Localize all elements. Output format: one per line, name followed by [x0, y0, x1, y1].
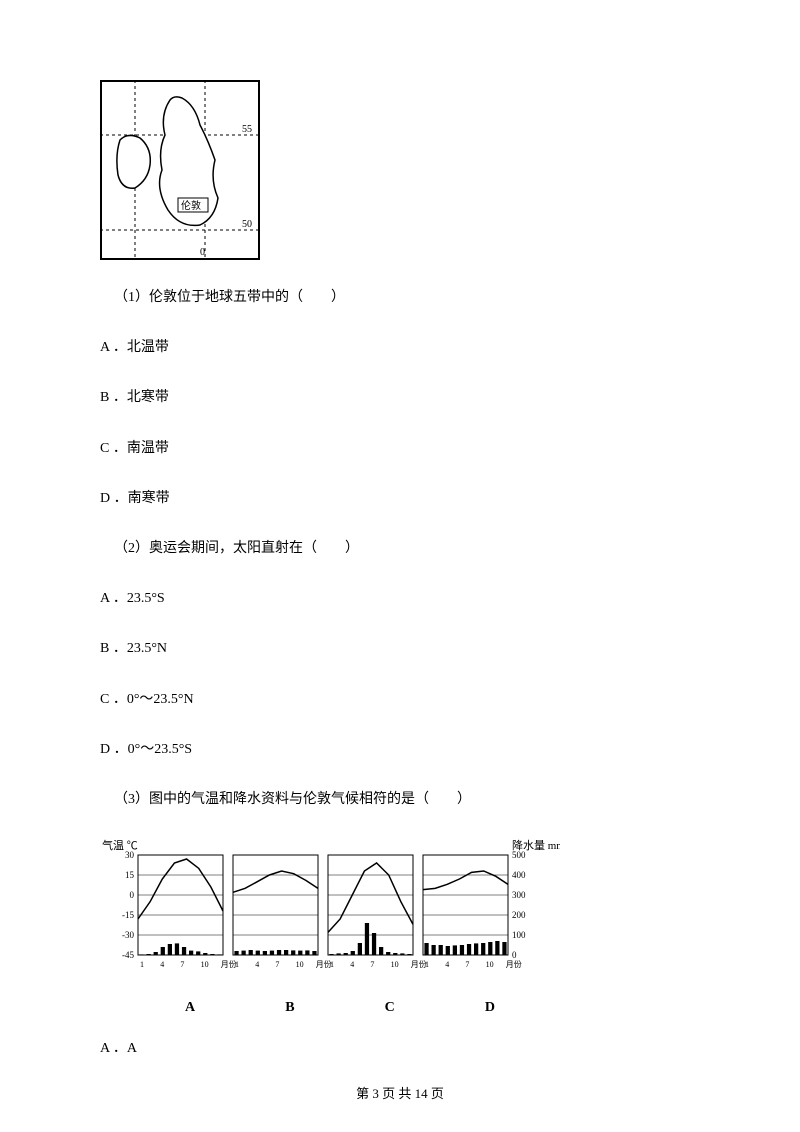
svg-text:7: 7: [275, 960, 279, 969]
svg-text:1: 1: [140, 960, 144, 969]
svg-text:4: 4: [350, 960, 354, 969]
q2-option-c: C ．0°～23.5°N: [100, 687, 700, 712]
svg-text:100: 100: [512, 930, 526, 940]
climate-label-a: A: [185, 1000, 195, 1016]
svg-text:0: 0: [130, 890, 135, 900]
svg-text:200: 200: [512, 910, 526, 920]
climate-chart-figure: 气温 ℃30150-15-30-4514710月份14710月份14710月份1…: [100, 837, 550, 1016]
svg-text:10: 10: [391, 960, 399, 969]
q1-option-c: C ．南温带: [100, 436, 700, 461]
q3-option-a: A ．A: [100, 1036, 700, 1061]
svg-text:10: 10: [296, 960, 304, 969]
svg-text:15: 15: [125, 870, 135, 880]
svg-text:10: 10: [486, 960, 494, 969]
map-london-label: 伦敦: [181, 199, 201, 212]
svg-text:1: 1: [330, 960, 334, 969]
climate-labels-row: A B C D: [140, 1000, 540, 1016]
svg-text:4: 4: [445, 960, 449, 969]
q1-option-b: B ．北寒带: [100, 385, 700, 410]
lon-label-0: 0: [200, 247, 205, 258]
svg-text:10: 10: [201, 960, 209, 969]
svg-text:300: 300: [512, 890, 526, 900]
svg-text:月份: 月份: [506, 959, 522, 969]
svg-text:0: 0: [512, 950, 517, 960]
page-footer: 第 3 页 共 14 页: [0, 1083, 800, 1102]
q2-option-d: D ．0°～23.5°S: [100, 737, 700, 762]
svg-text:1: 1: [235, 960, 239, 969]
svg-text:-30: -30: [122, 930, 134, 940]
climate-label-b: B: [285, 1000, 294, 1016]
q3-stem: （3）图中的气温和降水资料与伦敦气候相符的是（ ）: [100, 787, 700, 812]
lat-label-55: 55: [242, 124, 252, 135]
svg-text:1: 1: [425, 960, 429, 969]
q2-option-a: A ．23.5°S: [100, 586, 700, 611]
lat-label-50: 50: [242, 219, 252, 230]
svg-text:7: 7: [370, 960, 374, 969]
svg-text:4: 4: [255, 960, 259, 969]
svg-text:-45: -45: [122, 950, 134, 960]
svg-text:4: 4: [160, 960, 164, 969]
svg-text:400: 400: [512, 870, 526, 880]
q1-option-a: A ．北温带: [100, 335, 700, 360]
climate-label-d: D: [485, 1000, 495, 1016]
svg-text:7: 7: [465, 960, 469, 969]
q2-option-b: B ．23.5°N: [100, 636, 700, 661]
svg-text:30: 30: [125, 850, 135, 860]
svg-text:500: 500: [512, 850, 526, 860]
svg-text:-15: -15: [122, 910, 134, 920]
uk-map-figure: 伦敦 55 50 0: [100, 80, 260, 260]
svg-text:7: 7: [180, 960, 184, 969]
q2-stem: （2）奥运会期间，太阳直射在（ ）: [100, 536, 700, 561]
q1-option-d: D ．南寒带: [100, 486, 700, 511]
q1-stem: （1）伦敦位于地球五带中的（ ）: [100, 285, 700, 310]
climate-label-c: C: [385, 1000, 395, 1016]
